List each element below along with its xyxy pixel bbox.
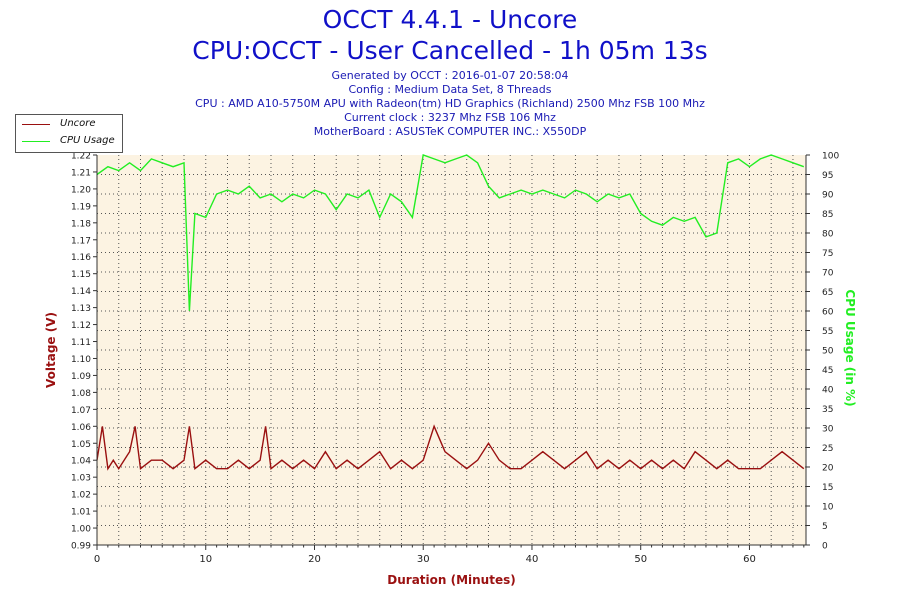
plot-area xyxy=(97,155,806,545)
y-tick-label-left: 1.13 xyxy=(71,304,91,314)
y-tick-label-left: 1.17 xyxy=(71,236,91,246)
y-tick-label-right: 90 xyxy=(822,191,834,201)
y-tick-label-right: 0 xyxy=(822,542,828,552)
chart-title: OCCT 4.4.1 - Uncore xyxy=(322,5,578,34)
y-tick-label-left: 1.16 xyxy=(71,253,91,263)
legend-swatch-uncore xyxy=(22,123,50,125)
y-tick-label-left: 1.09 xyxy=(71,372,91,382)
x-tick-label: 40 xyxy=(526,554,539,565)
y-tick-label-left: 1.19 xyxy=(71,202,91,212)
y-tick-label-left: 1.02 xyxy=(71,491,91,501)
y-tick-label-left: 1.08 xyxy=(71,389,91,399)
y-tick-label-right: 45 xyxy=(822,366,833,376)
y-tick-label-left: 1.10 xyxy=(71,355,91,365)
info-generated: Generated by OCCT : 2016-01-07 20:58:04 xyxy=(331,69,569,82)
y-tick-label-right: 75 xyxy=(822,249,833,259)
y-tick-label-right: 15 xyxy=(822,483,833,493)
x-tick-label: 30 xyxy=(417,554,430,565)
legend-label-cpu-usage: CPU Usage xyxy=(60,135,115,146)
info-clock: Current clock : 3237 Mhz FSB 106 Mhz xyxy=(344,111,556,124)
y-axis-title-right: CPU Usage (in %) xyxy=(843,289,857,406)
y-tick-label-right: 95 xyxy=(822,171,833,181)
info-motherboard: MotherBoard : ASUSTeK COMPUTER INC.: X55… xyxy=(313,125,587,138)
y-tick-label-left: 1.14 xyxy=(71,287,91,297)
y-tick-label-right: 35 xyxy=(822,405,833,415)
legend-entry-cpu-usage: CPU Usage xyxy=(22,134,115,148)
y-tick-label-right: 85 xyxy=(822,210,833,220)
y-tick-label-left: 1.04 xyxy=(71,457,91,467)
y-tick-label-left: 1.07 xyxy=(71,406,91,416)
y-tick-label-right: 55 xyxy=(822,327,833,337)
y-tick-label-left: 1.21 xyxy=(71,168,91,178)
y-tick-label-right: 40 xyxy=(822,386,834,396)
y-tick-label-right: 80 xyxy=(822,230,834,240)
x-axis-title: Duration (Minutes) xyxy=(387,573,515,587)
y-tick-label-left: 1.20 xyxy=(71,185,91,195)
info-cpu: CPU : AMD A10-5750M APU with Radeon(tm) … xyxy=(195,97,705,110)
x-tick-label: 0 xyxy=(94,554,100,565)
y-tick-label-right: 5 xyxy=(822,522,828,532)
y-tick-label-right: 20 xyxy=(822,464,834,474)
x-tick-label: 20 xyxy=(308,554,321,565)
legend-entry-uncore: Uncore xyxy=(22,117,96,131)
chart-subtitle: CPU:OCCT - User Cancelled - 1h 05m 13s xyxy=(192,36,708,65)
y-tick-label-right: 65 xyxy=(822,288,833,298)
series-line-cpu-usage xyxy=(96,154,805,312)
y-tick-label-left: 1.01 xyxy=(71,508,91,518)
y-tick-label-left: 1.12 xyxy=(71,321,91,331)
y-tick-label-left: 0.99 xyxy=(71,542,91,552)
y-tick-label-right: 60 xyxy=(822,308,834,318)
y-tick-label-right: 50 xyxy=(822,347,834,357)
x-tick-label: 50 xyxy=(634,554,647,565)
x-tick-label: 60 xyxy=(743,554,756,565)
y-tick-label-left: 1.03 xyxy=(71,474,91,484)
y-tick-label-right: 100 xyxy=(822,152,839,162)
info-config: Config : Medium Data Set, 8 Threads xyxy=(348,83,552,96)
y-tick-label-left: 1.00 xyxy=(71,525,91,535)
y-tick-label-left: 1.06 xyxy=(71,423,91,433)
y-tick-label-right: 25 xyxy=(822,444,833,454)
series-line-uncore xyxy=(96,424,805,471)
y-tick-label-left: 1.05 xyxy=(71,440,91,450)
y-tick-label-left: 1.11 xyxy=(71,338,91,348)
y-axis-title-left: Voltage (V) xyxy=(44,312,58,388)
y-tick-label-left: 1.22 xyxy=(71,152,91,162)
legend-swatch-cpu-usage xyxy=(22,140,50,142)
legend-label-uncore: Uncore xyxy=(60,118,96,129)
x-tick-label: 10 xyxy=(199,554,212,565)
legend: Uncore CPU Usage xyxy=(15,114,123,153)
y-tick-label-right: 70 xyxy=(822,269,834,279)
y-tick-label-left: 1.18 xyxy=(71,219,91,229)
y-tick-label-left: 1.15 xyxy=(71,270,91,280)
y-tick-label-right: 30 xyxy=(822,425,834,435)
y-tick-label-right: 10 xyxy=(822,503,834,513)
